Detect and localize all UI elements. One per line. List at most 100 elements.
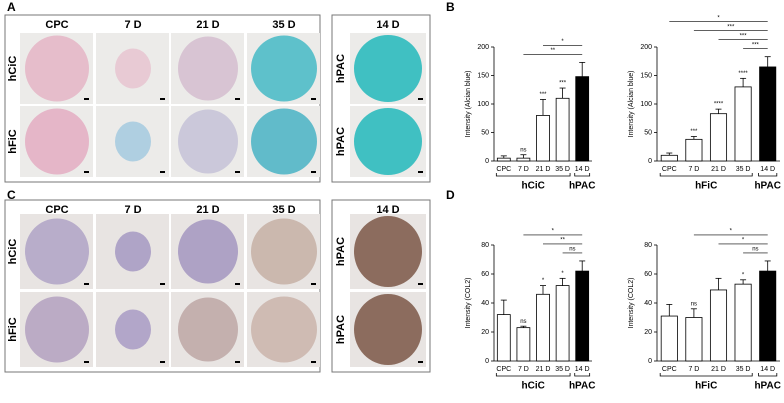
scale-bar (311, 361, 316, 363)
tissue-section (354, 294, 422, 365)
y-tick-label: 0 (648, 358, 652, 365)
y-tick-label: 100 (640, 101, 652, 108)
significance-label: * (552, 229, 555, 235)
x-tick-label: 21 D (536, 166, 551, 173)
x-tick-label: 35 D (555, 166, 570, 173)
bar (555, 97, 570, 162)
group-label: hPAC (569, 181, 595, 192)
tissue-section (251, 108, 317, 175)
scale-bar (418, 361, 423, 363)
scale-bar (84, 171, 89, 173)
panel-frame (331, 14, 431, 183)
bar (496, 314, 511, 362)
column-header: 21 D (196, 204, 219, 216)
x-tick-label: 14 D (575, 366, 590, 373)
bar (685, 317, 703, 362)
y-tick-label: 200 (477, 44, 489, 51)
tissue-section (115, 309, 151, 350)
group-bracket (758, 173, 778, 177)
scale-bar (311, 283, 316, 285)
x-tick-label: 7 D (518, 366, 529, 373)
bar (660, 315, 678, 362)
panel-label: A (7, 0, 16, 14)
scale-bar (311, 98, 316, 100)
significance-label: ns (691, 301, 697, 307)
column-header: CPC (45, 19, 68, 31)
significance-label: *** (559, 81, 567, 87)
y-tick-label: 60 (481, 271, 489, 278)
y-tick-label: 50 (644, 129, 652, 136)
tissue-section (354, 108, 422, 175)
bar (536, 115, 550, 162)
tissue-section (178, 36, 238, 101)
bar (759, 66, 777, 162)
significance-label: ns (569, 247, 575, 253)
x-tick-label: CPC (662, 166, 677, 173)
significance-label: * (742, 238, 745, 244)
y-tick-label: 40 (481, 300, 489, 307)
y-axis-label: Intensity (COL2) (465, 278, 472, 329)
significance-label: * (561, 39, 564, 45)
significance-label: ns (520, 147, 526, 153)
row-label: hFiC (7, 317, 19, 341)
significance-label: **** (714, 102, 724, 108)
x-tick-label: CPC (496, 166, 511, 173)
group-label: hFiC (695, 181, 717, 192)
y-tick-label: 80 (481, 242, 489, 249)
bar (734, 283, 752, 362)
column-header: CPC (45, 204, 68, 216)
group-label: hCiC (522, 181, 545, 192)
x-tick-label: 21 D (711, 166, 726, 173)
group-bracket (495, 173, 571, 177)
tissue-section (115, 121, 151, 162)
y-tick-label: 150 (640, 72, 652, 79)
group-bracket (659, 373, 753, 377)
column-header: 21 D (196, 19, 219, 31)
scale-bar (160, 283, 165, 285)
tissue-section (178, 297, 238, 362)
bar (685, 138, 703, 162)
significance-label: *** (740, 33, 748, 39)
scale-bar (418, 98, 423, 100)
tissue-section (178, 109, 238, 174)
group-bracket (495, 373, 571, 377)
y-tick-label: 60 (644, 271, 652, 278)
scale-bar (160, 98, 165, 100)
tissue-section (354, 35, 422, 102)
tissue-section (25, 35, 89, 102)
significance-label: ** (560, 238, 565, 244)
x-tick-label: 35 D (736, 166, 751, 173)
column-header: 35 D (272, 19, 295, 31)
x-tick-label: 14 D (760, 366, 775, 373)
row-label: hCiC (7, 56, 19, 82)
y-tick-label: 0 (485, 158, 489, 165)
y-tick-label: 150 (477, 72, 489, 79)
scale-bar (84, 283, 89, 285)
scale-bar (235, 361, 240, 363)
x-tick-label: 21 D (711, 366, 726, 373)
significance-label: * (717, 15, 720, 21)
row-label: hPAC (335, 127, 347, 156)
column-header: 7 D (124, 19, 141, 31)
bar (536, 293, 550, 362)
column-header: 7 D (124, 204, 141, 216)
column-header: 14 D (376, 19, 399, 31)
x-tick-label: 14 D (760, 166, 775, 173)
panel-label: B (446, 0, 455, 14)
bar (575, 76, 590, 162)
x-tick-label: 35 D (555, 366, 570, 373)
column-header: 14 D (376, 204, 399, 216)
group-label: hPAC (754, 381, 780, 392)
significance-label: *** (539, 92, 547, 98)
significance-label: ns (520, 319, 526, 325)
significance-label: * (742, 272, 745, 278)
significance-label: ** (550, 48, 555, 54)
significance-label: *** (690, 129, 698, 135)
row-label: hFiC (7, 129, 19, 153)
group-bracket (659, 173, 753, 177)
scale-bar (418, 283, 423, 285)
bar (575, 270, 590, 362)
row-label: hPAC (335, 315, 347, 344)
x-tick-label: 21 D (536, 366, 551, 373)
column-header: 35 D (272, 204, 295, 216)
